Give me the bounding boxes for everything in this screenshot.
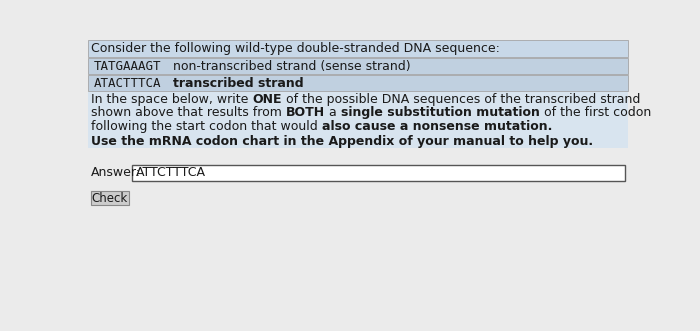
Bar [88, 75, 629, 91]
Text: a: a [326, 106, 341, 119]
Bar [88, 40, 629, 58]
Text: shown above that results from: shown above that results from [92, 106, 286, 119]
Text: of the possible DNA sequences of the transcribed strand: of the possible DNA sequences of the tra… [282, 92, 640, 106]
Text: Consider the following wild-type double-stranded DNA sequence:: Consider the following wild-type double-… [92, 42, 500, 56]
Text: following the start codon that would: following the start codon that would [92, 120, 322, 133]
Text: Use the mRNA codon chart in the Appendix of your manual to help you.: Use the mRNA codon chart in the Appendix… [92, 135, 594, 148]
Text: non-transcribed strand (sense strand): non-transcribed strand (sense strand) [173, 60, 410, 73]
Bar [88, 106, 629, 120]
Bar [92, 191, 129, 205]
Text: ONE: ONE [253, 92, 282, 106]
Text: transcribed strand: transcribed strand [173, 77, 303, 90]
Bar [88, 58, 629, 74]
Text: ATTCTTTCA: ATTCTTTCA [136, 166, 206, 179]
Bar [88, 148, 629, 164]
Text: of the first codon: of the first codon [540, 106, 651, 119]
Bar [132, 165, 624, 181]
Text: TATGAAAGT: TATGAAAGT [94, 60, 161, 73]
Bar [88, 120, 629, 134]
Bar [88, 92, 629, 106]
Text: Answer:: Answer: [92, 166, 141, 179]
Bar [88, 134, 629, 148]
Text: Check: Check [92, 192, 128, 205]
Text: BOTH: BOTH [286, 106, 326, 119]
Text: single substitution mutation: single substitution mutation [341, 106, 540, 119]
Text: In the space below, write: In the space below, write [92, 92, 253, 106]
Text: ATACTTTCA: ATACTTTCA [94, 77, 161, 90]
Text: also cause a nonsense mutation.: also cause a nonsense mutation. [322, 120, 552, 133]
Bar [88, 182, 629, 191]
